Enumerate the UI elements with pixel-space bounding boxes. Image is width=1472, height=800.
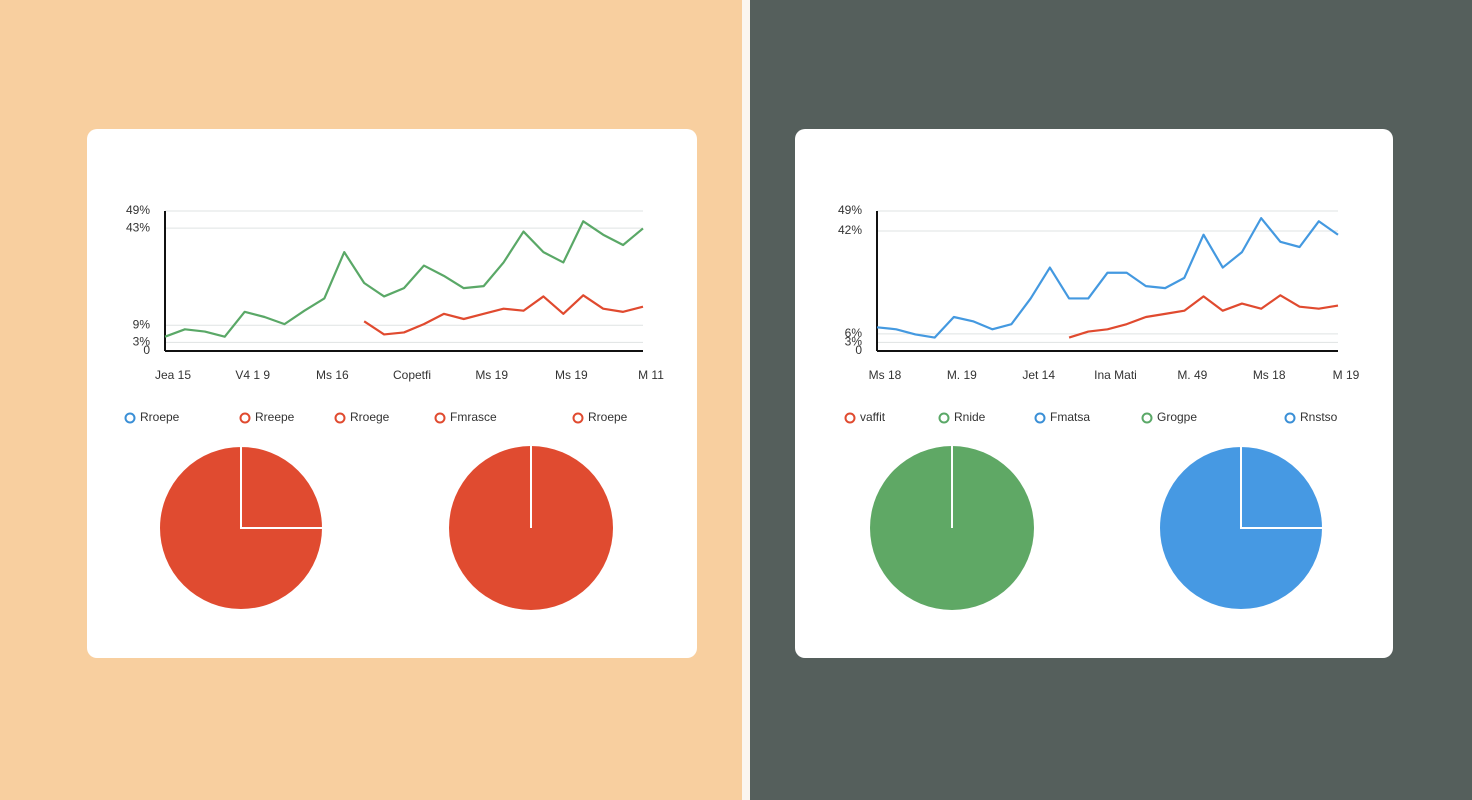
legend-marker xyxy=(1141,412,1153,424)
y-tick-label: 42% xyxy=(838,223,862,237)
line-series xyxy=(363,294,644,336)
pie-slice xyxy=(1158,444,1325,611)
x-tick-label: M 11 xyxy=(638,368,664,382)
x-tick-label: Ina Mati xyxy=(1094,368,1137,382)
legend-label: vaffit xyxy=(860,410,886,424)
y-tick-label: 49% xyxy=(126,203,150,217)
legend-marker xyxy=(1284,412,1296,424)
legend-label: Rroepe xyxy=(588,410,628,424)
y-tick-label: 9% xyxy=(133,317,151,331)
x-tick-label: V4 1 9 xyxy=(235,368,270,382)
x-tick-label: Ms 16 xyxy=(316,368,349,382)
legend-label: Rnide xyxy=(954,410,986,424)
legend-marker xyxy=(844,412,856,424)
line-series xyxy=(164,220,644,338)
y-tick-label: 43% xyxy=(126,220,150,234)
y-tick-label: 0 xyxy=(855,343,862,357)
legend-label: Rnstso xyxy=(1300,410,1338,424)
line-series xyxy=(876,217,1339,339)
x-tick-label: Jet 14 xyxy=(1022,368,1055,382)
x-tick-label: Copetfi xyxy=(393,368,431,382)
legend-label: Rroepe xyxy=(140,410,180,424)
legend-marker xyxy=(434,412,446,424)
x-tick-label: Ms 18 xyxy=(869,368,902,382)
legend-marker xyxy=(239,412,251,424)
pie-slice xyxy=(158,444,325,611)
x-tick-label: Ms 19 xyxy=(555,368,588,382)
y-tick-label: 3% xyxy=(133,335,151,349)
legend-label: Fmrasce xyxy=(450,410,497,424)
legend-marker xyxy=(938,412,950,424)
y-tick-label: 3% xyxy=(845,335,863,349)
y-tick-label: 49% xyxy=(838,203,862,217)
x-tick-label: Ms 18 xyxy=(1253,368,1286,382)
x-tick-label: Jea 15 xyxy=(155,368,191,382)
line-series xyxy=(1068,294,1339,339)
x-tick-label: M. 49 xyxy=(1177,368,1207,382)
x-tick-label: M 19 xyxy=(1333,368,1360,382)
x-tick-label: Ms 19 xyxy=(475,368,508,382)
pie-slice xyxy=(1240,444,1325,529)
divider xyxy=(742,0,750,800)
legend-marker xyxy=(124,412,136,424)
legend-label: Rroege xyxy=(350,410,390,424)
legend-label: Grogpe xyxy=(1157,410,1197,424)
y-tick-label: 6% xyxy=(845,326,863,340)
legend-marker xyxy=(572,412,584,424)
legend-label: Rreepe xyxy=(255,410,295,424)
legend-marker xyxy=(334,412,346,424)
legend-label: Fmatsa xyxy=(1050,410,1090,424)
pie-slice xyxy=(240,444,325,529)
x-tick-label: M. 19 xyxy=(947,368,977,382)
y-tick-label: 0 xyxy=(143,343,150,357)
legend-marker xyxy=(1034,412,1046,424)
